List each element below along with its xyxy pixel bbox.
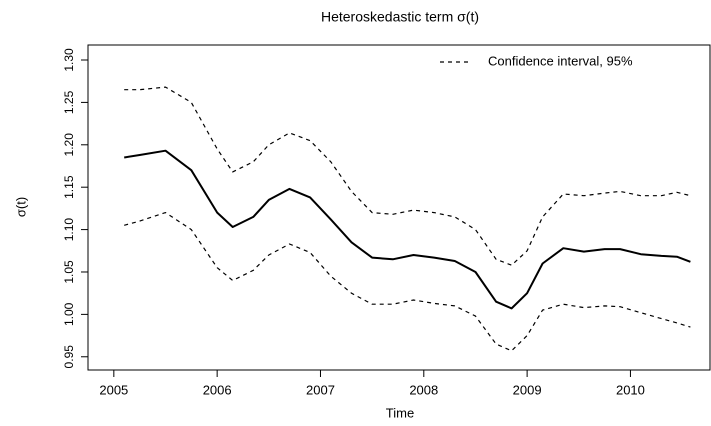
y-tick-label: 0.95 [62, 345, 76, 369]
x-tick-label: 2005 [99, 382, 128, 397]
x-tick-label: 2006 [203, 382, 232, 397]
y-axis-label: σ(t) [13, 197, 28, 217]
plot-box [87, 44, 711, 371]
x-tick-label: 2010 [616, 382, 645, 397]
y-tick-label: 1.30 [62, 48, 76, 72]
chart-title: Heteroskedastic term σ(t) [321, 9, 479, 25]
y-tick-label: 1.00 [62, 302, 76, 326]
y-tick-label: 1.05 [62, 260, 76, 284]
x-tick-label: 2007 [306, 382, 335, 397]
series-line [124, 149, 691, 310]
y-tick-label: 1.10 [62, 218, 76, 242]
y-tick-label: 1.20 [62, 133, 76, 157]
y-tick-label: 1.15 [62, 175, 76, 199]
x-tick-label: 2009 [513, 382, 542, 397]
x-tick-label: 2008 [409, 382, 438, 397]
ci-lower [124, 212, 691, 352]
y-tick-label: 1.25 [62, 90, 76, 114]
legend-label: Confidence interval, 95% [488, 53, 633, 68]
x-axis-label: Time [386, 405, 414, 420]
ci-upper [124, 86, 691, 266]
